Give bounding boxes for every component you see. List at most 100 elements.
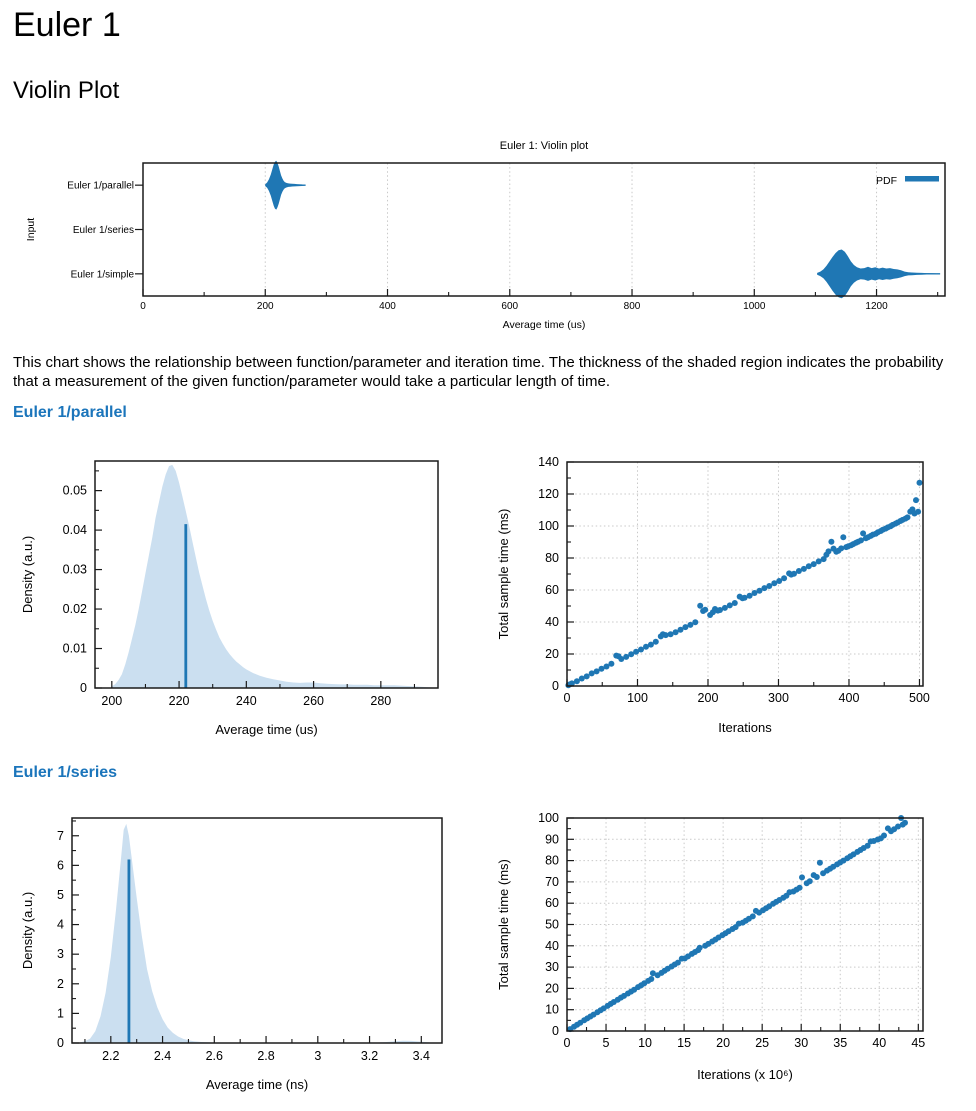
svg-text:2: 2 <box>57 977 64 991</box>
svg-text:40: 40 <box>545 939 559 953</box>
svg-text:Density (a.u.): Density (a.u.) <box>20 892 35 969</box>
svg-text:0: 0 <box>57 1036 64 1050</box>
svg-text:Total sample time (ms): Total sample time (ms) <box>496 509 511 640</box>
svg-text:30: 30 <box>794 1036 808 1050</box>
svg-text:Iterations (x 10⁶): Iterations (x 10⁶) <box>697 1067 793 1082</box>
svg-text:5: 5 <box>603 1036 610 1050</box>
section-parallel: Euler 1/parallel 200 220 240 260 280 0 0.01 0.0… <box>0 404 976 747</box>
svg-text:200: 200 <box>101 694 122 708</box>
pdf-plot-parallel: 200 220 240 260 280 0 0.01 0.02 0.03 0.04 0.05 Aver… <box>20 443 460 746</box>
svg-text:1000: 1000 <box>743 301 766 312</box>
violin-plot-svg: Euler 1/parallel Euler 1/series Euler 1/si… <box>25 140 946 331</box>
svg-text:260: 260 <box>303 694 324 708</box>
svg-text:4: 4 <box>57 918 64 932</box>
svg-text:Average time (us): Average time (us) <box>215 722 317 737</box>
svg-text:200: 200 <box>257 301 274 312</box>
pdf-plot-series-svg: 2.2 2.4 2.6 2.8 3 3.2 3.4 0 1 2 3 4 5 6 7 Average time … <box>20 817 443 1092</box>
svg-text:Input: Input <box>25 218 37 241</box>
svg-text:0.04: 0.04 <box>63 524 87 538</box>
svg-text:240: 240 <box>236 694 257 708</box>
svg-text:0: 0 <box>140 301 146 312</box>
svg-text:80: 80 <box>545 854 559 868</box>
svg-text:7: 7 <box>57 829 64 843</box>
svg-text:600: 600 <box>501 301 518 312</box>
svg-text:3.4: 3.4 <box>413 1049 430 1063</box>
svg-text:2.8: 2.8 <box>257 1049 274 1063</box>
svg-text:120: 120 <box>538 487 559 501</box>
svg-text:10: 10 <box>545 1003 559 1017</box>
svg-text:40: 40 <box>872 1036 886 1050</box>
svg-text:20: 20 <box>545 981 559 995</box>
chart-row-series: 2.2 2.4 2.6 2.8 3 3.2 3.4 0 1 2 3 4 5 6 7 Average time … <box>0 798 976 1101</box>
svg-text:Euler 1/series: Euler 1/series <box>73 225 134 236</box>
svg-text:30: 30 <box>545 960 559 974</box>
svg-text:300: 300 <box>768 691 789 705</box>
svg-text:80: 80 <box>545 551 559 565</box>
svg-text:1200: 1200 <box>865 301 888 312</box>
svg-text:280: 280 <box>370 694 391 708</box>
svg-text:Density (a.u.): Density (a.u.) <box>20 536 35 613</box>
iterations-plot-series: 0 5 10 15 20 25 30 35 40 45 0 10 20 30 40 50 60 70 80 90 100… <box>460 798 976 1101</box>
svg-text:45: 45 <box>911 1036 925 1050</box>
svg-text:100: 100 <box>538 519 559 533</box>
svg-text:Euler 1: Violin plot: Euler 1: Violin plot <box>500 140 588 152</box>
svg-text:2.2: 2.2 <box>102 1049 119 1063</box>
svg-text:70: 70 <box>545 875 559 889</box>
svg-text:90: 90 <box>545 832 559 846</box>
svg-text:Total sample time (ms): Total sample time (ms) <box>496 859 511 990</box>
svg-text:40: 40 <box>545 615 559 629</box>
svg-text:140: 140 <box>538 455 559 469</box>
svg-text:3.2: 3.2 <box>361 1049 378 1063</box>
svg-text:100: 100 <box>627 691 648 705</box>
svg-text:60: 60 <box>545 583 559 597</box>
svg-text:500: 500 <box>909 691 930 705</box>
svg-text:400: 400 <box>839 691 860 705</box>
svg-text:5: 5 <box>57 888 64 902</box>
svg-text:35: 35 <box>833 1036 847 1050</box>
svg-text:25: 25 <box>755 1036 769 1050</box>
svg-text:20: 20 <box>716 1036 730 1050</box>
svg-text:400: 400 <box>379 301 396 312</box>
svg-text:220: 220 <box>169 694 190 708</box>
svg-text:0: 0 <box>552 679 559 693</box>
iterations-plot-parallel-svg: 0 100 200 300 400 500 0 20 40 60 80 100 120 140 Iterat… <box>496 455 930 735</box>
svg-text:PDF: PDF <box>876 175 897 187</box>
svg-text:0.05: 0.05 <box>63 484 87 498</box>
svg-text:Iterations: Iterations <box>718 720 772 735</box>
svg-text:0: 0 <box>564 1036 571 1050</box>
violin-description: This chart shows the relationship betwee… <box>13 353 944 391</box>
svg-text:0.01: 0.01 <box>63 642 87 656</box>
section-series: Euler 1/series 2.2 2.4 2.6 2.8 3 3.2 3.4 0 1 2 3 4 5… <box>0 764 976 1101</box>
svg-text:0: 0 <box>564 691 571 705</box>
pdf-plot-series: 2.2 2.4 2.6 2.8 3 3.2 3.4 0 1 2 3 4 5 6 7 Average time … <box>20 798 460 1101</box>
benchmark-heading-series[interactable]: Euler 1/series <box>13 764 118 782</box>
svg-text:20: 20 <box>545 647 559 661</box>
svg-text:50: 50 <box>545 918 559 932</box>
svg-text:0.02: 0.02 <box>63 603 87 617</box>
svg-text:0.03: 0.03 <box>63 563 87 577</box>
page-title: Euler 1 <box>13 6 121 44</box>
violin-plot: Euler 1/parallel Euler 1/series Euler 1/si… <box>0 135 976 341</box>
svg-text:Euler 1/simple: Euler 1/simple <box>71 269 135 280</box>
svg-text:Average time (us): Average time (us) <box>503 319 586 331</box>
violin-section-title: Violin Plot <box>13 76 120 104</box>
svg-text:200: 200 <box>698 691 719 705</box>
chart-row-parallel: 200 220 240 260 280 0 0.01 0.02 0.03 0.04 0.05 Aver… <box>0 443 976 746</box>
svg-text:Average time (ns): Average time (ns) <box>206 1077 308 1092</box>
svg-text:800: 800 <box>624 301 641 312</box>
svg-text:0: 0 <box>552 1024 559 1038</box>
svg-text:0: 0 <box>80 681 87 695</box>
svg-text:15: 15 <box>677 1036 691 1050</box>
svg-text:Euler 1/parallel: Euler 1/parallel <box>67 181 134 192</box>
svg-text:6: 6 <box>57 858 64 872</box>
benchmark-heading-parallel[interactable]: Euler 1/parallel <box>13 403 127 421</box>
svg-text:60: 60 <box>545 896 559 910</box>
report-page: Euler 1 Violin Plot Euler 1/parallel Eule… <box>0 6 976 1101</box>
iterations-plot-series-svg: 0 5 10 15 20 25 30 35 40 45 0 10 20 30 40 50 60 70 80 90 100… <box>496 811 925 1082</box>
svg-text:2.6: 2.6 <box>206 1049 223 1063</box>
svg-text:100: 100 <box>538 811 559 825</box>
svg-text:3: 3 <box>314 1049 321 1063</box>
svg-text:1: 1 <box>57 1006 64 1020</box>
iterations-plot-parallel: 0 100 200 300 400 500 0 20 40 60 80 100 120 140 Iterat… <box>460 443 976 746</box>
pdf-plot-parallel-svg: 200 220 240 260 280 0 0.01 0.02 0.03 0.04 0.05 Aver… <box>20 460 439 737</box>
